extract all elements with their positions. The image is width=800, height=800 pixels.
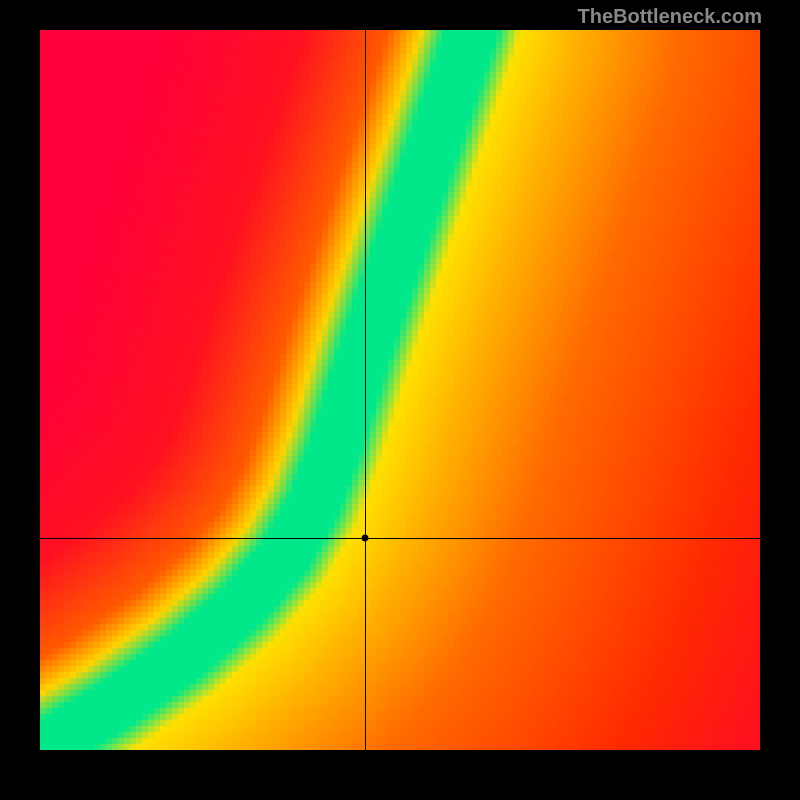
crosshair-vertical [365,30,366,750]
crosshair-horizontal [40,538,760,539]
watermark-text: TheBottleneck.com [578,6,762,29]
heatmap-canvas [40,30,760,750]
crosshair-marker [362,534,369,541]
heatmap-plot [40,30,760,750]
